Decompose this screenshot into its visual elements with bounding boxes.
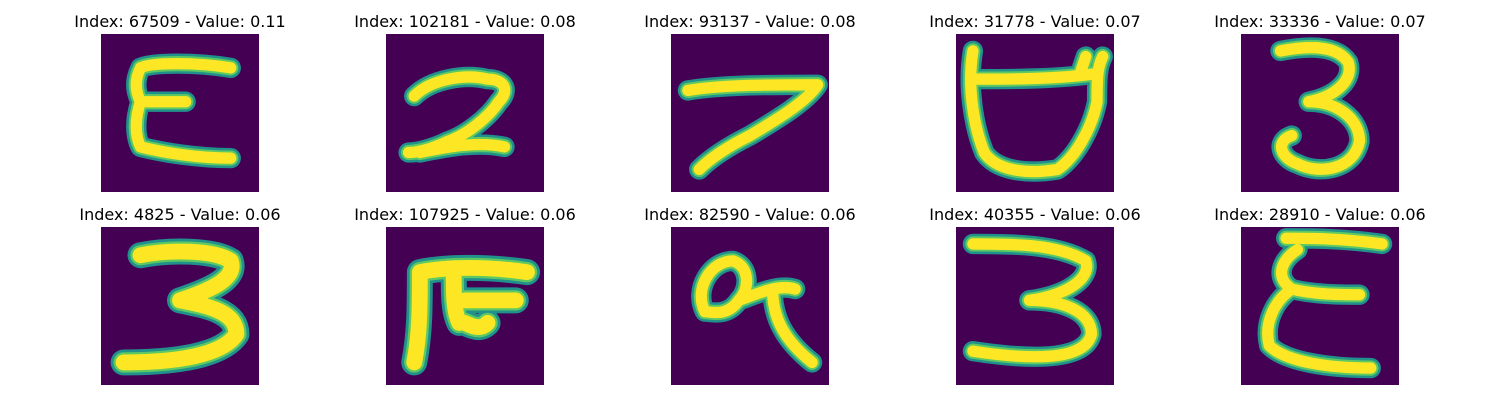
panel-title: Index: 93137 - Value: 0.08 [644,12,856,31]
panel-2: Index: 102181 - Value: 0.08 [335,12,595,192]
digit-image [956,227,1114,385]
glyph-stroke [682,79,824,176]
digit-image [101,34,259,192]
digit-image [1241,34,1399,192]
digit-image [956,34,1114,192]
digit-image [671,227,829,385]
panel-title: Index: 33336 - Value: 0.07 [1214,12,1426,31]
glyph-stroke [1274,41,1366,175]
digit-image [1241,227,1399,385]
digit-image [101,227,259,385]
glyph-stroke [406,260,535,371]
glyph-stroke [695,255,818,369]
panel-title: Index: 31778 - Value: 0.07 [929,12,1141,31]
panel-title: Index: 102181 - Value: 0.08 [354,12,576,31]
glyph-stroke [115,243,245,371]
glyph-stroke [965,45,1109,178]
panel-title: Index: 28910 - Value: 0.06 [1214,205,1426,224]
panel-8: Index: 82590 - Value: 0.06 [620,205,880,385]
panel-7: Index: 107925 - Value: 0.06 [335,205,595,385]
panel-10: Index: 28910 - Value: 0.06 [1190,205,1450,385]
panel-title: Index: 82590 - Value: 0.06 [644,205,856,224]
panel-title: Index: 4825 - Value: 0.06 [79,205,281,224]
digit-image [386,227,544,385]
panel-5: Index: 33336 - Value: 0.07 [1190,12,1450,192]
panel-6: Index: 4825 - Value: 0.06 [50,205,310,385]
glyph-stroke [130,57,237,164]
panel-9: Index: 40355 - Value: 0.06 [905,205,1165,385]
glyph-stroke [1262,232,1388,374]
digit-image [386,34,544,192]
panel-1: Index: 67509 - Value: 0.11 [50,12,310,192]
digit-image [671,34,829,192]
glyph-stroke [967,238,1098,363]
panel-title: Index: 40355 - Value: 0.06 [929,205,1141,224]
panel-title: Index: 107925 - Value: 0.06 [354,205,576,224]
panel-3: Index: 93137 - Value: 0.08 [620,12,880,192]
panel-title: Index: 67509 - Value: 0.11 [74,12,286,31]
glyph-stroke [402,71,511,159]
panel-4: Index: 31778 - Value: 0.07 [905,12,1165,192]
